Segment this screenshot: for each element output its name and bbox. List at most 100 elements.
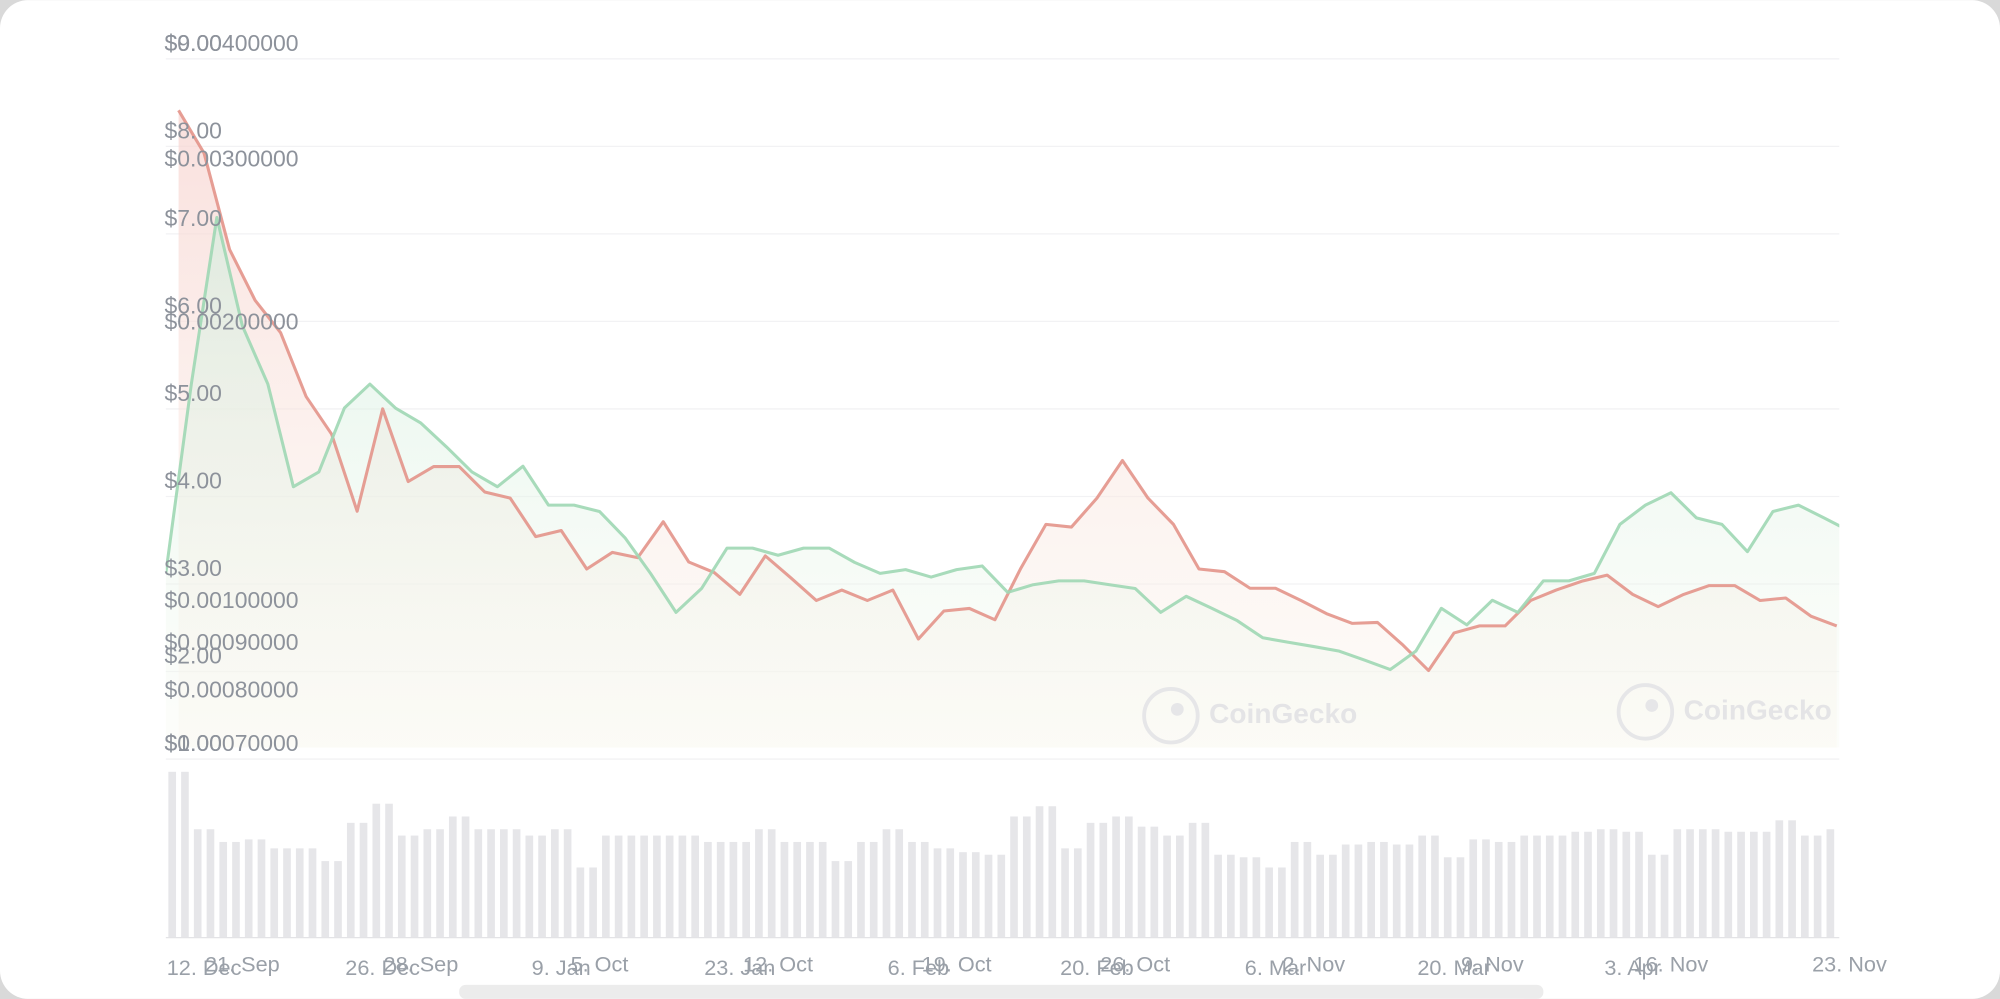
volume-bar — [1775, 820, 1784, 938]
volume-bar — [1252, 857, 1261, 938]
watermark: CoinGecko — [1209, 698, 1357, 729]
volume-bar — [984, 854, 993, 938]
x-tick-label: 9. Jan — [532, 955, 591, 980]
volume-bar — [602, 835, 610, 938]
y-tick-label: $3.00 — [165, 555, 222, 581]
volume-bar — [500, 829, 508, 938]
y-tick-label: $9.00 — [165, 30, 222, 56]
volume-bar — [780, 841, 789, 938]
volume-bar — [678, 835, 687, 938]
volume-bar — [1609, 829, 1618, 938]
x-tick-label: 16. Nov — [1634, 951, 1709, 976]
volume-bar — [895, 829, 904, 938]
volume-bar — [882, 829, 891, 938]
volume-bar — [1813, 835, 1822, 938]
volume-bar — [1545, 835, 1554, 938]
volume-bar — [232, 841, 240, 938]
volume-bar — [1494, 841, 1503, 938]
volume-bar — [563, 829, 572, 938]
volume-bar — [1456, 857, 1465, 938]
volume-bar — [193, 829, 202, 938]
area — [165, 217, 1840, 748]
volume-bar — [869, 841, 878, 938]
volume-bar — [1137, 826, 1146, 938]
volume-bar — [614, 835, 623, 938]
volume-bar — [920, 841, 929, 938]
x-tick-label: 26. Oct — [1100, 951, 1170, 976]
volume-bar — [538, 835, 546, 938]
bottom-shadow — [459, 984, 1544, 999]
volume-bar — [1022, 816, 1031, 938]
volume-bar — [844, 861, 853, 938]
volume-bar — [1341, 844, 1350, 938]
volume-bar — [589, 867, 597, 938]
volume-bar — [1112, 816, 1120, 938]
volume-bar — [1367, 841, 1375, 938]
y-tick-label: $5.00 — [165, 380, 222, 406]
x-tick-label: 6. Feb — [888, 955, 949, 980]
volume-bar — [206, 829, 215, 938]
volume-bar — [1278, 867, 1286, 938]
watermark-logo-eye — [1170, 702, 1184, 716]
y-tick-label: $0.00100000 — [165, 587, 299, 613]
volume-bar — [946, 848, 955, 938]
volume-bar — [397, 835, 406, 938]
volume-bar — [1520, 835, 1529, 938]
volume-bar — [704, 841, 712, 938]
y-tick-label: $4.00 — [165, 468, 222, 494]
volume-bar — [1150, 826, 1159, 938]
volume-bar — [1073, 848, 1082, 938]
volume-bar — [1788, 820, 1796, 938]
volume-bar — [1125, 816, 1133, 938]
volume-bar — [1303, 841, 1312, 938]
volume-bar — [1443, 857, 1452, 938]
volume-bar — [1392, 844, 1401, 938]
volume-bar — [1329, 854, 1337, 938]
volume-bar — [448, 816, 457, 938]
x-tick-label: 2. Nov — [1282, 951, 1345, 976]
volume-bar — [181, 771, 189, 938]
volume-bar — [1698, 829, 1707, 938]
volume-bar — [1660, 854, 1669, 938]
volume-bar — [1431, 835, 1439, 938]
volume-bar — [1405, 844, 1414, 938]
volume-bar — [359, 822, 368, 938]
volume-bar — [1265, 867, 1273, 938]
volume-bar — [1724, 831, 1733, 938]
volume-bar — [1711, 829, 1720, 938]
volume-bar — [219, 841, 228, 938]
volume-bar — [1622, 831, 1631, 938]
x-tick-label: 26. Dec — [345, 955, 420, 980]
volume-bar — [1673, 829, 1682, 938]
volume-bar — [512, 829, 521, 938]
x-tick-label: 23. Jan — [704, 955, 775, 980]
volume-bar — [1048, 806, 1057, 938]
volume-bar — [1099, 822, 1108, 938]
y-tick-label: $0.00300000 — [165, 145, 299, 171]
volume-bar — [1201, 822, 1210, 938]
volume-bar — [857, 841, 865, 938]
volume-bar — [1380, 841, 1388, 938]
volume-bar — [1507, 841, 1516, 938]
volume-bar — [1239, 857, 1248, 938]
volume-bar — [997, 854, 1006, 938]
volume-bar — [1558, 835, 1567, 938]
volume-bar — [1584, 831, 1592, 938]
volume-bar — [716, 841, 725, 938]
volume-bar — [665, 835, 674, 938]
volume-bar — [806, 841, 814, 938]
x-tick-label: 19. Oct — [922, 951, 992, 976]
x-tick-label: 12. Dec — [167, 955, 242, 980]
x-tick-label: 3. Apr — [1604, 955, 1661, 980]
volume-bar — [1188, 822, 1197, 938]
volume-bar — [525, 835, 534, 938]
volume-bar — [1035, 806, 1044, 938]
volume-bar — [1686, 829, 1694, 938]
volume-bar — [461, 816, 470, 938]
volume-bar — [1762, 831, 1771, 938]
volume-bar — [372, 803, 381, 938]
volume-bar — [1571, 831, 1580, 938]
volume-bar — [627, 835, 636, 938]
volume-bar — [295, 848, 304, 938]
